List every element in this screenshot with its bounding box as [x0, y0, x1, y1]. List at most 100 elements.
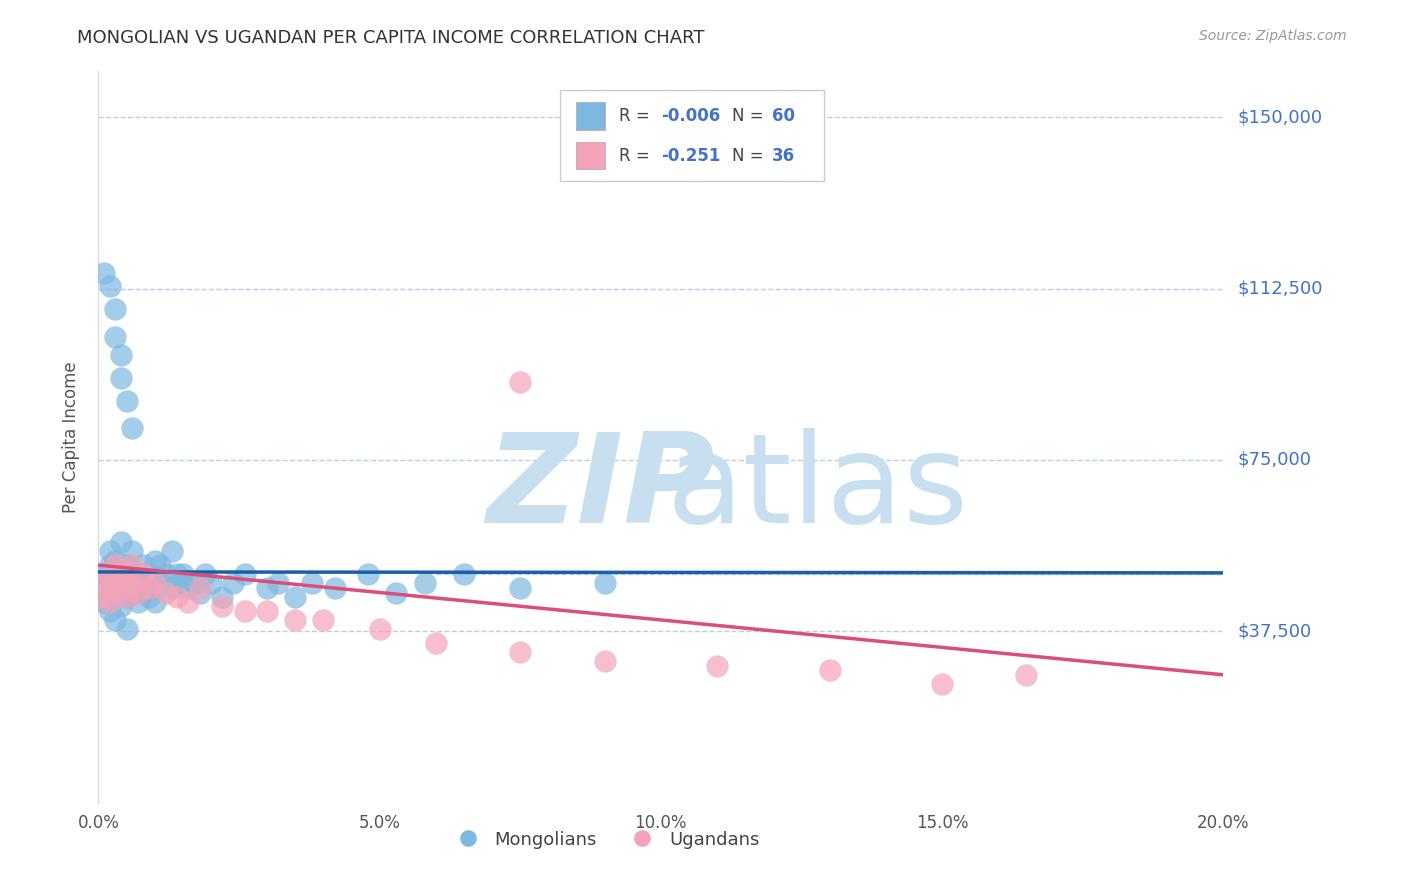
Point: [104, 576, 127, 591]
Point: [121, 421, 143, 435]
Point: [127, 567, 149, 582]
Point: [127, 585, 149, 599]
Point: [98, 558, 121, 573]
Point: [188, 581, 211, 595]
Point: [110, 572, 132, 586]
Point: [93, 576, 115, 591]
Point: [593, 654, 616, 668]
Point: [413, 576, 436, 591]
Point: [110, 567, 132, 582]
Point: [931, 677, 953, 691]
Text: -0.006: -0.006: [661, 107, 720, 125]
Point: [284, 590, 307, 604]
Point: [132, 567, 155, 582]
Point: [127, 594, 149, 608]
FancyBboxPatch shape: [576, 142, 605, 169]
Point: [110, 535, 132, 549]
Point: [706, 658, 728, 673]
Point: [143, 576, 166, 591]
Point: [121, 558, 143, 573]
Point: [104, 301, 127, 317]
Text: -0.251: -0.251: [661, 146, 720, 164]
Point: [110, 599, 132, 614]
Point: [121, 576, 143, 591]
Text: $150,000: $150,000: [1237, 108, 1322, 126]
Point: [93, 594, 115, 608]
Point: [115, 581, 138, 595]
Text: $37,500: $37,500: [1237, 623, 1312, 640]
Point: [104, 563, 127, 577]
Point: [155, 567, 177, 582]
Point: [121, 567, 143, 582]
Point: [98, 576, 121, 591]
Point: [149, 576, 172, 591]
Point: [818, 663, 841, 677]
Text: 60: 60: [772, 107, 796, 125]
Point: [166, 567, 188, 582]
Point: [509, 645, 531, 659]
Text: atlas: atlas: [666, 428, 969, 549]
Point: [357, 567, 380, 582]
Point: [1015, 667, 1038, 681]
Point: [143, 594, 166, 608]
Text: N =: N =: [731, 107, 769, 125]
Point: [368, 622, 391, 636]
Text: 36: 36: [772, 146, 796, 164]
Point: [121, 581, 143, 595]
Point: [104, 585, 127, 599]
Point: [110, 348, 132, 362]
Point: [200, 576, 222, 591]
Point: [149, 558, 172, 573]
FancyBboxPatch shape: [576, 102, 605, 130]
Point: [104, 553, 127, 567]
Point: [301, 576, 323, 591]
Point: [160, 544, 183, 558]
Point: [593, 576, 616, 591]
Legend: Mongolians, Ugandans: Mongolians, Ugandans: [443, 823, 766, 856]
Text: $112,500: $112,500: [1237, 279, 1323, 298]
Point: [98, 604, 121, 618]
Point: [115, 393, 138, 408]
Point: [172, 567, 194, 582]
Point: [509, 581, 531, 595]
Point: [104, 585, 127, 599]
Point: [93, 590, 115, 604]
Point: [115, 576, 138, 591]
Point: [267, 576, 290, 591]
Point: [115, 590, 138, 604]
Point: [132, 576, 155, 591]
Point: [183, 576, 205, 591]
Point: [194, 567, 217, 582]
Text: R =: R =: [619, 107, 655, 125]
Point: [132, 585, 155, 599]
Text: ZIP: ZIP: [486, 428, 716, 549]
Point: [110, 370, 132, 384]
Point: [104, 558, 127, 573]
Point: [177, 594, 200, 608]
Point: [93, 581, 115, 595]
Point: [115, 590, 138, 604]
Point: [104, 329, 127, 343]
Point: [121, 544, 143, 558]
Y-axis label: Per Capita Income: Per Capita Income: [62, 361, 80, 513]
Point: [127, 576, 149, 591]
Point: [233, 604, 256, 618]
Point: [211, 590, 233, 604]
Point: [233, 567, 256, 582]
Point: [98, 279, 121, 293]
Point: [138, 590, 160, 604]
Point: [104, 572, 127, 586]
Point: [160, 581, 183, 595]
Text: R =: R =: [619, 146, 655, 164]
Point: [98, 594, 121, 608]
Text: N =: N =: [731, 146, 769, 164]
Text: MONGOLIAN VS UGANDAN PER CAPITA INCOME CORRELATION CHART: MONGOLIAN VS UGANDAN PER CAPITA INCOME C…: [77, 29, 704, 46]
Point: [132, 558, 155, 573]
Point: [188, 585, 211, 599]
Text: Source: ZipAtlas.com: Source: ZipAtlas.com: [1199, 29, 1347, 43]
Point: [155, 585, 177, 599]
Point: [93, 567, 115, 582]
Point: [256, 604, 278, 618]
Point: [509, 375, 531, 389]
Point: [98, 544, 121, 558]
